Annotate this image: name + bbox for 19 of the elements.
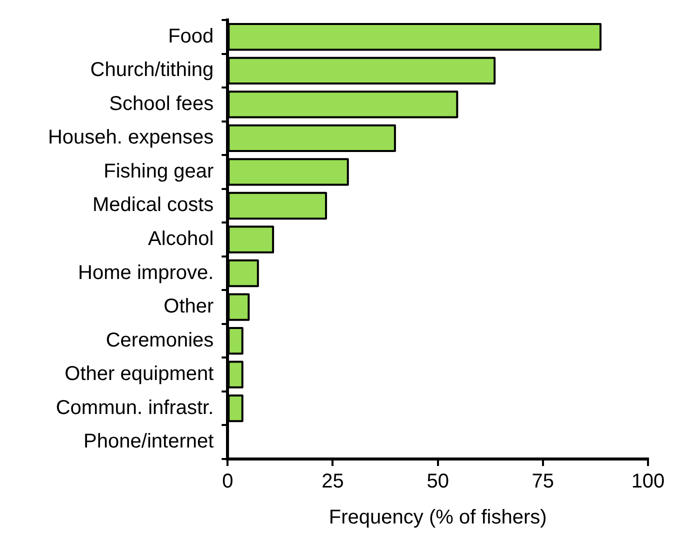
y-tick-label: Commun. infrastr. [56, 396, 214, 419]
y-tick-label: Home improve. [78, 262, 214, 284]
x-axis-title: Frequency (% of fishers) [328, 506, 547, 529]
y-tick-label: Medical costs [92, 194, 214, 216]
x-tick-label: 75 [532, 470, 554, 493]
y-tick-label: Ceremonies [106, 329, 214, 352]
y-tick-label: School fees [109, 92, 214, 115]
x-tick-label: 50 [426, 470, 449, 493]
x-tick-label: 0 [222, 470, 234, 493]
y-tick-label: Other [164, 296, 214, 318]
x-tick-label: 25 [322, 470, 344, 493]
y-tick-label: Other equipment [64, 363, 214, 386]
y-tick-label: Church/tithing [90, 59, 214, 82]
y-tick-label: Alcohol [148, 228, 214, 250]
y-tick-label: Fishing gear [104, 160, 214, 182]
x-tick-label: 100 [631, 470, 665, 493]
y-tick-label: Phone/internet [84, 430, 214, 453]
y-tick-label: Househ. expenses [48, 126, 214, 149]
y-tick-label: Food [168, 25, 214, 48]
